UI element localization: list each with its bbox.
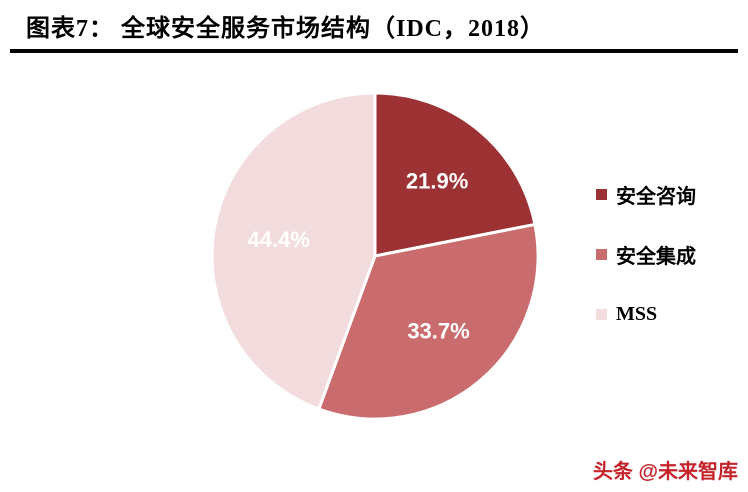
legend-label-mss: MSS <box>616 302 658 325</box>
slice-value-label-0: 21.9% <box>406 168 468 193</box>
figure-header: 图表7： 全球安全服务市场结构（IDC，2018） <box>0 0 748 53</box>
legend-item-mss: MSS <box>596 302 696 326</box>
legend-label-security-integration: 安全集成 <box>616 245 696 268</box>
pie-slice-0 <box>373 91 537 258</box>
slice-value-label-2: 44.4% <box>248 227 310 252</box>
legend-label-security-consulting: 安全咨询 <box>616 185 696 208</box>
pie-slice-1 <box>316 222 540 421</box>
watermark: 头条 @未来智库 <box>592 461 738 483</box>
title-divider <box>10 49 738 53</box>
pie-chart: 21.9% 33.7% 44.4% <box>210 91 540 421</box>
pie-slice-2 <box>210 91 377 411</box>
legend-item-security-integration: 安全集成 <box>596 242 696 268</box>
legend: 安全咨询 安全集成 MSS <box>596 182 696 362</box>
legend-item-security-consulting: 安全咨询 <box>596 182 696 208</box>
slice-value-label-1: 33.7% <box>407 318 469 343</box>
legend-swatch-security-consulting <box>596 188 607 200</box>
legend-swatch-security-integration <box>596 248 607 260</box>
legend-swatch-mss <box>596 308 607 320</box>
chart-title: 图表7： 全球安全服务市场结构（IDC，2018） <box>26 16 546 42</box>
